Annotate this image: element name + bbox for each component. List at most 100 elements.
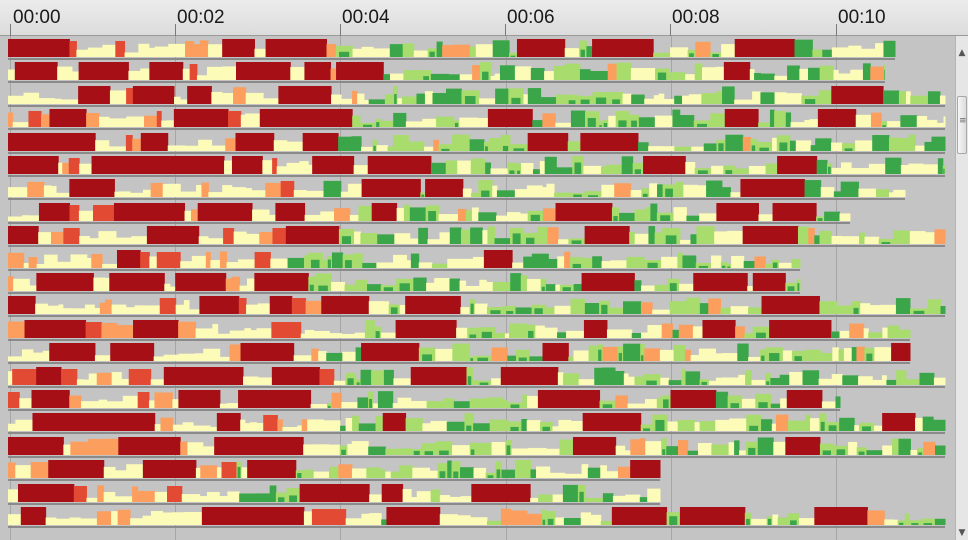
speed-track[interactable]: [8, 319, 911, 342]
speed-segment: [473, 423, 491, 432]
vertical-scrollbar[interactable]: ▲ ≡ ▼: [955, 36, 968, 540]
speed-segment: [511, 97, 521, 104]
speed-track[interactable]: [8, 483, 661, 506]
scroll-down-icon[interactable]: ▼: [958, 528, 966, 538]
speed-segment: [659, 350, 675, 362]
speed-track[interactable]: [8, 225, 946, 248]
track-timeline[interactable]: [0, 36, 955, 540]
speed-segment: [838, 73, 851, 81]
speed-segment: [504, 333, 510, 338]
speed-segment: [649, 183, 658, 198]
speed-segment: [743, 260, 755, 268]
speed-segment: [519, 213, 529, 221]
speed-segment: [817, 217, 823, 221]
speed-segment: [304, 214, 321, 221]
speed-segment: [897, 137, 910, 151]
speed-segment: [787, 513, 800, 525]
speed-segment: [922, 164, 939, 174]
speed-segment: [521, 419, 528, 432]
speed-segment: [256, 423, 264, 432]
speed-segment: [537, 227, 548, 245]
speed-segment: [68, 158, 80, 174]
speed-segment: [195, 468, 201, 479]
speed-segment: [393, 254, 407, 268]
speed-track[interactable]: [8, 202, 851, 225]
speed-segment: [439, 232, 451, 245]
speed-segment: [30, 462, 49, 479]
speed-segment: [469, 138, 485, 151]
speed-track[interactable]: [8, 295, 946, 318]
speed-segment: [579, 491, 584, 502]
speed-track[interactable]: [8, 178, 906, 201]
speed-segment: [227, 403, 239, 408]
speed-segment: [592, 255, 603, 268]
speed-segment: [881, 242, 891, 245]
speed-segment: [387, 146, 394, 151]
speed-segment: [690, 355, 700, 362]
speed-segment: [622, 93, 632, 104]
speed-segment: [789, 140, 797, 151]
speed-segment: [69, 204, 80, 221]
speed-segment: [670, 47, 689, 57]
speed-segment: [579, 40, 587, 57]
speed-track[interactable]: [8, 342, 911, 365]
speed-track[interactable]: [8, 272, 801, 295]
speed-track[interactable]: [8, 389, 841, 412]
speed-segment: [115, 470, 127, 479]
speed-segment: [580, 512, 592, 525]
speed-track[interactable]: [8, 459, 661, 482]
speed-track[interactable]: [8, 132, 946, 155]
speed-segment: [356, 381, 360, 385]
speed-segment: [631, 332, 642, 338]
speed-track[interactable]: [8, 506, 946, 529]
speed-segment: [375, 416, 384, 432]
scroll-thumb[interactable]: ≡: [957, 96, 967, 154]
speed-segment: [626, 256, 645, 268]
speed-segment: [807, 68, 821, 81]
speed-segment: [900, 115, 918, 128]
speed-segment: [456, 327, 468, 338]
speed-track[interactable]: [8, 412, 946, 435]
speed-segment: [206, 491, 220, 502]
speed-track[interactable]: [8, 38, 896, 61]
speed-segment: [677, 252, 683, 268]
speed-segment: [645, 440, 662, 455]
speed-track[interactable]: [8, 436, 946, 459]
speed-segment: [606, 471, 619, 479]
speed-segment: [432, 92, 447, 104]
speed-segment: [603, 123, 608, 128]
speed-segment: [758, 402, 768, 408]
speed-segment: [250, 329, 258, 338]
tick-mark-4: [670, 24, 671, 36]
speed-segment: [341, 449, 346, 455]
speed-segment: [695, 262, 712, 268]
speed-segment: [405, 296, 461, 315]
speed-segment: [531, 253, 549, 268]
speed-segment: [410, 366, 468, 385]
speed-segment: [883, 90, 900, 104]
speed-track[interactable]: [8, 249, 801, 272]
speed-segment: [78, 62, 129, 81]
speed-segment: [675, 182, 684, 198]
speed-segment: [774, 76, 788, 81]
speed-profile: [8, 483, 661, 502]
speed-segment: [682, 255, 697, 268]
speed-segment: [231, 276, 241, 291]
speed-track[interactable]: [8, 155, 946, 178]
speed-track[interactable]: [8, 108, 946, 131]
speed-segment: [449, 227, 462, 245]
speed-segment: [149, 62, 184, 81]
speed-track[interactable]: [8, 85, 946, 108]
track-baseline: [8, 455, 945, 458]
speed-track[interactable]: [8, 61, 886, 84]
speed-segment: [240, 114, 246, 128]
speed-track[interactable]: [8, 366, 946, 389]
speed-segment: [159, 298, 177, 315]
speed-segment: [422, 118, 437, 128]
speed-segment: [512, 262, 524, 268]
speed-segment: [436, 116, 455, 128]
speed-segment: [89, 238, 99, 245]
scroll-up-icon[interactable]: ▲: [958, 48, 966, 58]
speed-segment: [393, 113, 407, 128]
speed-segment: [749, 426, 759, 432]
